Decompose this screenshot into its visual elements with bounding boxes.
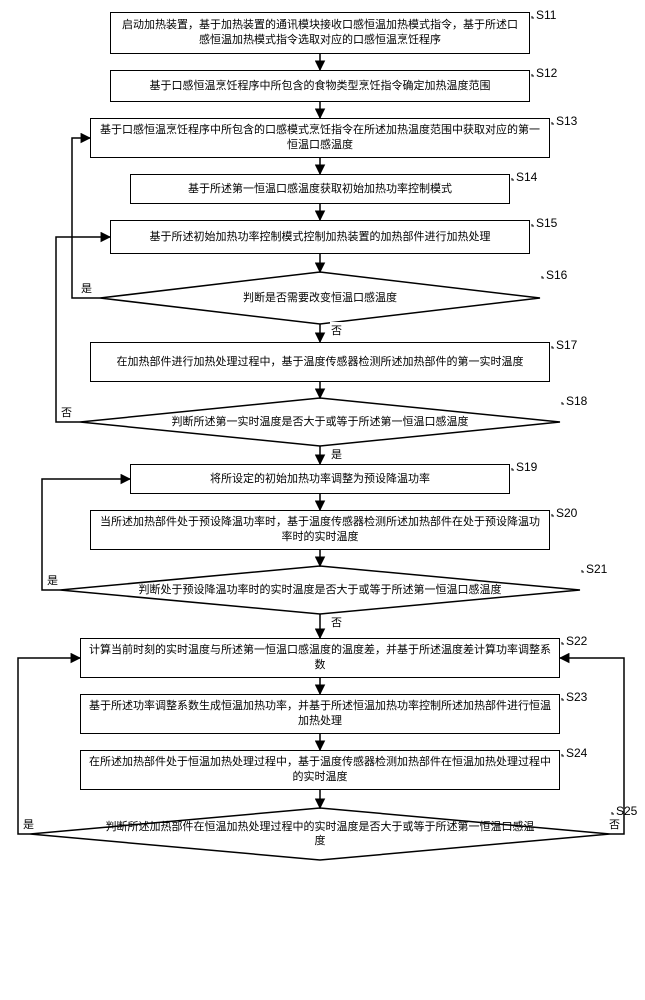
edge-label: 是 [46, 572, 59, 588]
flow-step-s14: 基于所述第一恒温口感温度获取初始加热功率控制模式 [130, 174, 510, 204]
step-label-s13: S13 [556, 114, 577, 128]
step-label-s21: S21 [586, 562, 607, 576]
edge-s25-yes [18, 658, 80, 834]
flow-step-s19: 将所设定的初始加热功率调整为预设降温功率 [130, 464, 510, 494]
edge-label: 否 [608, 816, 621, 832]
flow-step-s12: 基于口感恒温烹饪程序中所包含的食物类型烹饪指令确定加热温度范围 [110, 70, 530, 102]
step-label-s11: S11 [536, 8, 556, 22]
edge-s16-yes [72, 138, 100, 298]
step-label-s12: S12 [536, 66, 557, 80]
flow-step-s11: 启动加热装置，基于加热装置的通讯模块接收口感恒温加热模式指令，基于所述口感恒温加… [110, 12, 530, 54]
step-label-s20: S20 [556, 506, 577, 520]
edge-label: 否 [330, 614, 343, 630]
step-label-s19: S19 [516, 460, 537, 474]
flow-step-s17: 在加热部件进行加热处理过程中，基于温度传感器检测所述加热部件的第一实时温度 [90, 342, 550, 382]
step-label-s16: S16 [546, 268, 567, 282]
edge-label: 是 [80, 280, 93, 296]
step-label-s17: S17 [556, 338, 577, 352]
edge-label: 是 [330, 446, 343, 462]
flow-step-s20: 当所述加热部件处于预设降温功率时，基于温度传感器检测所述加热部件在处于预设降温功… [90, 510, 550, 550]
edge-label: 否 [330, 322, 343, 338]
flowchart-canvas: 启动加热装置，基于加热装置的通讯模块接收口感恒温加热模式指令，基于所述口感恒温加… [0, 0, 645, 1000]
step-label-s18: S18 [566, 394, 587, 408]
step-label-s14: S14 [516, 170, 537, 184]
edge-s18-no [56, 237, 110, 422]
flow-decision-label-s16: 判断是否需要改变恒温口感温度 [155, 275, 485, 321]
step-label-s24: S24 [566, 746, 587, 760]
flow-step-s24: 在所述加热部件处于恒温加热处理过程中，基于温度传感器检测加热部件在恒温加热处理过… [80, 750, 560, 790]
flow-step-s23: 基于所述功率调整系数生成恒温加热功率，并基于所述恒温加热功率控制所述加热部件进行… [80, 694, 560, 734]
edge-label: 否 [60, 404, 73, 420]
flow-decision-label-s21: 判断处于预设降温功率时的实时温度是否大于或等于所述第一恒温口感温度 [125, 569, 515, 611]
flow-step-s15: 基于所述初始加热功率控制模式控制加热装置的加热部件进行加热处理 [110, 220, 530, 254]
flow-decision-label-s18: 判断所述第一实时温度是否大于或等于所述第一恒温口感温度 [140, 401, 500, 443]
flow-step-s22: 计算当前时刻的实时温度与所述第一恒温口感温度的温度差，并基于所述温度差计算功率调… [80, 638, 560, 678]
flow-decision-label-s25: 判断所述加热部件在恒温加热处理过程中的实时温度是否大于或等于所述第一恒温口感温度 [103, 811, 538, 857]
step-label-s15: S15 [536, 216, 557, 230]
flow-step-s13: 基于口感恒温烹饪程序中所包含的口感模式烹饪指令在所述加热温度范围中获取对应的第一… [90, 118, 550, 158]
step-label-s23: S23 [566, 690, 587, 704]
edge-label: 是 [22, 816, 35, 832]
step-label-s22: S22 [566, 634, 587, 648]
